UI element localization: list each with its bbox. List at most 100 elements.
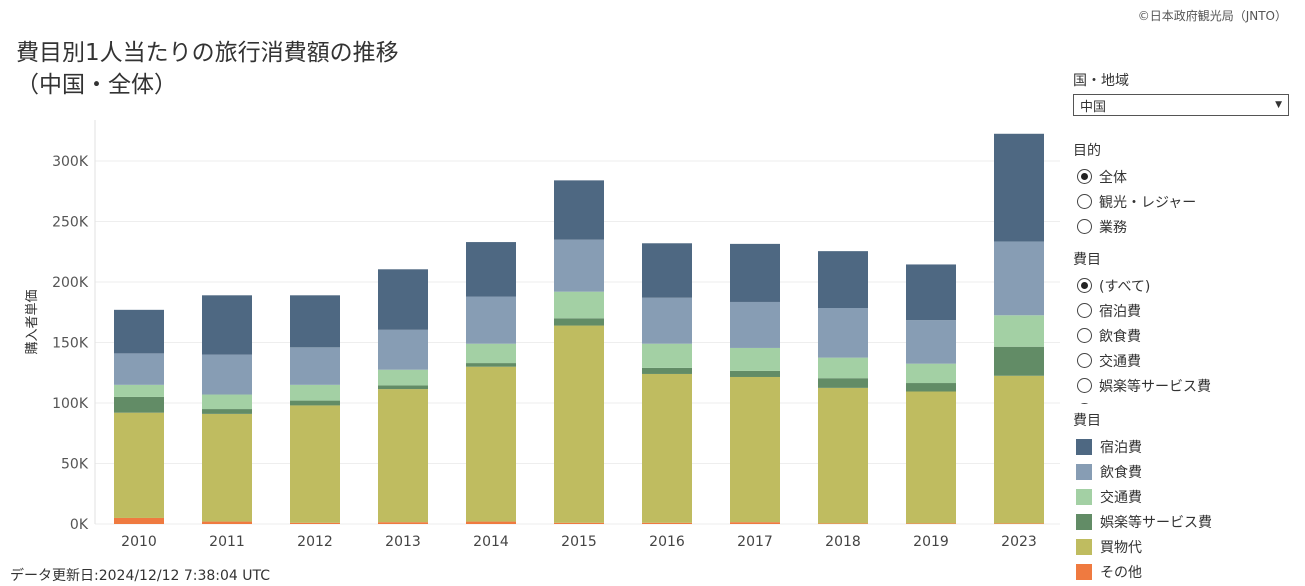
category-option-label: 買物代 bbox=[1099, 401, 1141, 405]
bar-segment[interactable] bbox=[466, 363, 516, 367]
bar-segment[interactable] bbox=[202, 413, 252, 522]
bar-segment[interactable] bbox=[378, 269, 428, 330]
data-updated-text: データ更新日:2024/12/12 7:38:04 UTC bbox=[10, 568, 271, 584]
category-option[interactable]: 飲食費 bbox=[1073, 323, 1305, 348]
radio-button-icon[interactable] bbox=[1077, 278, 1092, 293]
chart-title-line1: 費目別1人当たりの旅行消費額の推移 bbox=[16, 40, 399, 66]
bar-segment[interactable] bbox=[818, 387, 868, 524]
bar-segment[interactable] bbox=[818, 357, 868, 379]
bar-segment[interactable] bbox=[730, 370, 780, 377]
legend-item[interactable]: 飲食費 bbox=[1073, 459, 1305, 484]
bar-segment[interactable] bbox=[202, 521, 252, 524]
bar-segment[interactable] bbox=[994, 346, 1044, 376]
bar-segment[interactable] bbox=[730, 301, 780, 348]
bar-segment[interactable] bbox=[906, 383, 956, 392]
bar-segment[interactable] bbox=[202, 409, 252, 414]
bar-segment[interactable] bbox=[818, 308, 868, 358]
bar-segment[interactable] bbox=[466, 366, 516, 522]
bar-segment[interactable] bbox=[730, 522, 780, 524]
chart-title-line2: （中国・全体） bbox=[16, 71, 177, 98]
bar-segment[interactable] bbox=[906, 363, 956, 384]
bar-segment[interactable] bbox=[466, 296, 516, 344]
bar-segment[interactable] bbox=[290, 384, 340, 401]
bar-segment[interactable] bbox=[994, 133, 1044, 242]
bar-segment[interactable] bbox=[114, 396, 164, 413]
purpose-radio-group: 全体 観光・レジャー 業務 bbox=[1073, 164, 1305, 239]
category-option[interactable]: 交通費 bbox=[1073, 348, 1305, 373]
bar-segment[interactable] bbox=[818, 378, 868, 388]
y-tick-label: 150K bbox=[52, 336, 89, 352]
bar-segment[interactable] bbox=[554, 522, 604, 524]
bar-segment[interactable] bbox=[290, 400, 340, 406]
bar-segment[interactable] bbox=[994, 241, 1044, 316]
region-select[interactable]: 中国 ▼ bbox=[1073, 94, 1289, 116]
category-option[interactable]: 宿泊費 bbox=[1073, 298, 1305, 323]
bar-segment[interactable] bbox=[114, 517, 164, 524]
legend-item[interactable]: 交通費 bbox=[1073, 484, 1305, 509]
bar-segment[interactable] bbox=[290, 405, 340, 523]
bar-segment[interactable] bbox=[554, 180, 604, 240]
purpose-option[interactable]: 全体 bbox=[1073, 164, 1305, 189]
bar-segment[interactable] bbox=[994, 523, 1044, 524]
radio-button-icon[interactable] bbox=[1077, 303, 1092, 318]
bar-segment[interactable] bbox=[642, 522, 692, 524]
bar-segment[interactable] bbox=[290, 295, 340, 348]
bar-segment[interactable] bbox=[466, 343, 516, 364]
bar-segment[interactable] bbox=[906, 391, 956, 524]
bar-segment[interactable] bbox=[906, 523, 956, 524]
bar-segment[interactable] bbox=[202, 295, 252, 355]
bar-segment[interactable] bbox=[730, 376, 780, 523]
bar-segment[interactable] bbox=[554, 239, 604, 292]
legend-swatch bbox=[1076, 463, 1092, 480]
bar-segment[interactable] bbox=[554, 291, 604, 319]
bar-segment[interactable] bbox=[994, 375, 1044, 524]
bar-segment[interactable] bbox=[818, 523, 868, 524]
bar-segment[interactable] bbox=[994, 315, 1044, 347]
category-option[interactable]: 娯楽等サービス費 bbox=[1073, 373, 1305, 398]
purpose-option[interactable]: 観光・レジャー bbox=[1073, 189, 1305, 214]
legend-item[interactable]: 宿泊費 bbox=[1073, 434, 1305, 459]
radio-button-icon[interactable] bbox=[1077, 378, 1092, 393]
bar-segment[interactable] bbox=[642, 373, 692, 523]
bar-segment[interactable] bbox=[642, 243, 692, 298]
bar-segment[interactable] bbox=[202, 354, 252, 395]
bar-segment[interactable] bbox=[378, 329, 428, 370]
legend-item[interactable]: その他 bbox=[1073, 559, 1305, 584]
bar-segment[interactable] bbox=[114, 412, 164, 518]
bar-segment[interactable] bbox=[202, 394, 252, 410]
bar-segment[interactable] bbox=[818, 251, 868, 309]
bar-segment[interactable] bbox=[642, 297, 692, 344]
bar-segment[interactable] bbox=[554, 318, 604, 326]
bar-segment[interactable] bbox=[730, 243, 780, 302]
category-option[interactable]: (すべて) bbox=[1073, 273, 1305, 298]
bar-segment[interactable] bbox=[906, 320, 956, 364]
radio-button-icon[interactable] bbox=[1077, 169, 1092, 184]
bar-segment[interactable] bbox=[378, 385, 428, 390]
radio-button-icon[interactable] bbox=[1077, 219, 1092, 234]
bar-segment[interactable] bbox=[378, 389, 428, 523]
legend-item[interactable]: 買物代 bbox=[1073, 534, 1305, 559]
radio-button-icon[interactable] bbox=[1077, 194, 1092, 209]
purpose-option[interactable]: 業務 bbox=[1073, 214, 1305, 239]
bar-segment[interactable] bbox=[114, 384, 164, 397]
bar-segment[interactable] bbox=[906, 264, 956, 321]
radio-button-icon[interactable] bbox=[1077, 403, 1092, 404]
category-option[interactable]: 買物代 bbox=[1073, 398, 1305, 404]
bar-segment[interactable] bbox=[466, 242, 516, 297]
bar-segment[interactable] bbox=[554, 325, 604, 523]
bar-segment[interactable] bbox=[730, 347, 780, 371]
x-tick-label: 2019 bbox=[913, 534, 949, 550]
legend-item[interactable]: 娯楽等サービス費 bbox=[1073, 509, 1305, 534]
bar-segment[interactable] bbox=[114, 353, 164, 385]
bar-segment[interactable] bbox=[290, 347, 340, 385]
radio-button-icon[interactable] bbox=[1077, 353, 1092, 368]
bar-segment[interactable] bbox=[466, 521, 516, 524]
bar-segment[interactable] bbox=[378, 369, 428, 386]
bar-segment[interactable] bbox=[642, 367, 692, 374]
bar-segment[interactable] bbox=[378, 522, 428, 524]
bar-segment[interactable] bbox=[290, 522, 340, 524]
bar-segment[interactable] bbox=[642, 343, 692, 368]
bar-segment[interactable] bbox=[114, 309, 164, 354]
radio-button-icon[interactable] bbox=[1077, 328, 1092, 343]
